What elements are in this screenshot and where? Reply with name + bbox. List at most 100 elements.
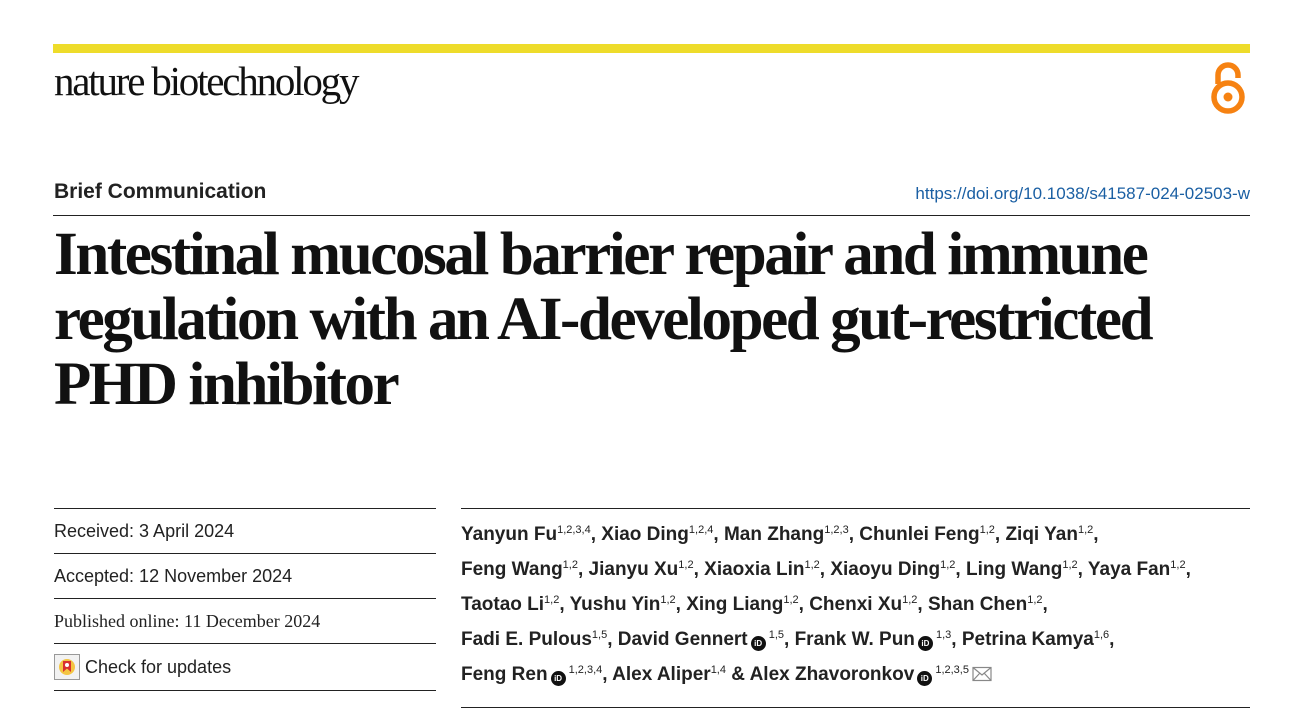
author[interactable]: Yushu Yin1,2 [570, 594, 676, 615]
affiliation-numbers[interactable]: 1,2,4 [688, 524, 714, 536]
author-name[interactable]: Chunlei Feng [859, 524, 980, 545]
check-updates-row: Check for updates [54, 643, 436, 691]
author-name[interactable]: Jianyu Xu [588, 559, 679, 580]
authors-top-divider [461, 508, 1250, 509]
author[interactable]: Ziqi Yan1,2 [1005, 524, 1093, 545]
author[interactable]: Chenxi Xu1,2 [809, 594, 917, 615]
author[interactable]: Shan Chen1,2 [928, 594, 1043, 615]
affiliation-numbers[interactable]: 1,6 [1093, 629, 1110, 641]
affiliation-numbers[interactable]: 1,5 [591, 629, 608, 641]
author-name[interactable]: Xiaoyu Ding [830, 559, 941, 580]
author-name[interactable]: Yaya Fan [1087, 559, 1171, 580]
affiliation-numbers[interactable]: 1,2 [1062, 559, 1078, 571]
author-name[interactable]: Alex Aliper [612, 664, 711, 685]
author-separator: , [602, 664, 613, 685]
author-name[interactable]: Yanyun Fu [461, 524, 558, 545]
author-name[interactable]: Petrina Kamya [961, 629, 1094, 650]
author-separator: , [1109, 629, 1115, 650]
author[interactable]: Yaya Fan1,2 [1088, 559, 1186, 580]
author[interactable]: Feng Ren iD 1,2,3,4 [461, 664, 603, 686]
orcid-icon[interactable]: iD [917, 636, 933, 651]
author[interactable]: Chunlei Feng1,2 [859, 524, 995, 545]
affiliation-numbers[interactable]: 1,2,3,4 [557, 524, 591, 536]
author-separator: , [590, 524, 602, 545]
author[interactable]: Frank W. Pun iD 1,3 [794, 629, 952, 651]
author[interactable]: Xiao Ding1,2,4 [601, 524, 713, 545]
journal-name[interactable]: nature biotechnology [54, 58, 359, 104]
author[interactable]: Petrina Kamya1,6 [962, 629, 1109, 650]
author-line: Fadi E. Pulous1,5, David Gennert iD 1,5, … [461, 620, 1261, 655]
author-separator: & [725, 664, 750, 685]
author-name[interactable]: Chenxi Xu [809, 594, 903, 615]
orcid-icon[interactable]: iD [917, 671, 933, 686]
author[interactable]: Yanyun Fu1,2,3,4 [461, 524, 591, 545]
authors-bottom-divider [461, 707, 1250, 708]
affiliation-numbers[interactable]: 1,2 [678, 559, 694, 571]
check-for-updates-button[interactable]: Check for updates [54, 654, 231, 680]
author[interactable]: Ling Wang1,2 [966, 559, 1078, 580]
author[interactable]: Fadi E. Pulous1,5 [461, 629, 607, 650]
author-name[interactable]: Ling Wang [965, 559, 1063, 580]
affiliation-numbers[interactable]: 1,2 [562, 559, 578, 571]
affiliation-numbers[interactable]: 1,5 [765, 629, 784, 641]
author-name[interactable]: Fadi E. Pulous [461, 629, 592, 650]
email-icon[interactable] [972, 666, 992, 682]
author[interactable]: Man Zhang1,2,3 [724, 524, 849, 545]
orcid-icon[interactable]: iD [750, 636, 766, 651]
affiliation-numbers[interactable]: 1,2 [1077, 524, 1094, 536]
author-separator: , [1042, 594, 1048, 615]
author-name[interactable]: Man Zhang [723, 524, 825, 545]
author[interactable]: Xiaoxia Lin1,2 [704, 559, 820, 580]
author-separator: , [848, 524, 860, 545]
author-name[interactable]: Xing Liang [686, 594, 784, 615]
affiliation-numbers[interactable]: 1,2,3,5 [932, 664, 969, 676]
article-type: Brief Communication [54, 180, 267, 203]
author-name[interactable]: Ziqi Yan [1005, 524, 1078, 545]
author-separator: , [577, 559, 589, 580]
orcid-icon[interactable]: iD [550, 671, 566, 686]
author-name[interactable]: Taotao Li [461, 594, 545, 615]
author-name[interactable]: Shan Chen [927, 594, 1028, 615]
author-separator: , [607, 629, 618, 650]
author-name[interactable]: Feng Ren [461, 664, 548, 685]
author-name[interactable]: Xiaoxia Lin [704, 559, 805, 580]
author[interactable]: Feng Wang1,2 [461, 559, 578, 580]
author-line: Feng Wang1,2, Jianyu Xu1,2, Xiaoxia Lin1… [461, 550, 1261, 585]
affiliation-numbers[interactable]: 1,2 [804, 559, 820, 571]
author[interactable]: Xing Liang1,2 [686, 594, 798, 615]
author-name[interactable]: Frank W. Pun [794, 629, 915, 650]
affiliation-numbers[interactable]: 1,2,3 [824, 524, 849, 536]
affiliation-numbers[interactable]: 1,2 [660, 594, 676, 606]
author[interactable]: Xiaoyu Ding1,2 [830, 559, 955, 580]
affiliation-numbers[interactable]: 1,2 [940, 559, 956, 571]
author[interactable]: Alex Zhavoronkov iD 1,2,3,5 [749, 664, 992, 686]
affiliation-numbers[interactable]: 1,2 [544, 594, 560, 606]
author[interactable]: Alex Aliper1,4 [612, 664, 726, 685]
affiliation-numbers[interactable]: 1,2 [1170, 559, 1186, 571]
check-for-updates-label: Check for updates [85, 656, 232, 677]
author[interactable]: Taotao Li1,2 [461, 594, 559, 615]
author-separator: , [1077, 559, 1088, 580]
affiliation-numbers[interactable]: 1,2 [783, 594, 799, 606]
affiliation-numbers[interactable]: 1,2,3,4 [565, 664, 603, 676]
author[interactable]: David Gennert iD 1,5 [617, 629, 784, 651]
doi-link[interactable]: https://doi.org/10.1038/s41587-024-02503… [915, 184, 1250, 203]
author-name[interactable]: David Gennert [617, 629, 748, 650]
journal-accent-bar [53, 44, 1250, 53]
author-separator: , [784, 629, 795, 650]
author[interactable]: Jianyu Xu1,2 [589, 559, 694, 580]
affiliation-numbers[interactable]: 1,2 [902, 594, 918, 606]
author-name[interactable]: Xiao Ding [601, 524, 689, 545]
open-access-icon [1211, 62, 1245, 114]
affiliation-numbers[interactable]: 1,4 [710, 664, 726, 676]
header-divider [53, 215, 1250, 216]
author-name[interactable]: Feng Wang [461, 559, 563, 580]
author-name[interactable]: Alex Zhavoronkov [749, 664, 915, 685]
article-title: Intestinal mucosal barrier repair and im… [54, 221, 1154, 418]
crossmark-icon [54, 654, 80, 680]
affiliation-numbers[interactable]: 1,3 [932, 629, 952, 641]
author-line: Yanyun Fu1,2,3,4, Xiao Ding1,2,4, Man Zh… [461, 515, 1261, 550]
author-name[interactable]: Yushu Yin [569, 594, 661, 615]
affiliation-numbers[interactable]: 1,2 [1027, 594, 1043, 606]
affiliation-numbers[interactable]: 1,2 [979, 524, 995, 536]
